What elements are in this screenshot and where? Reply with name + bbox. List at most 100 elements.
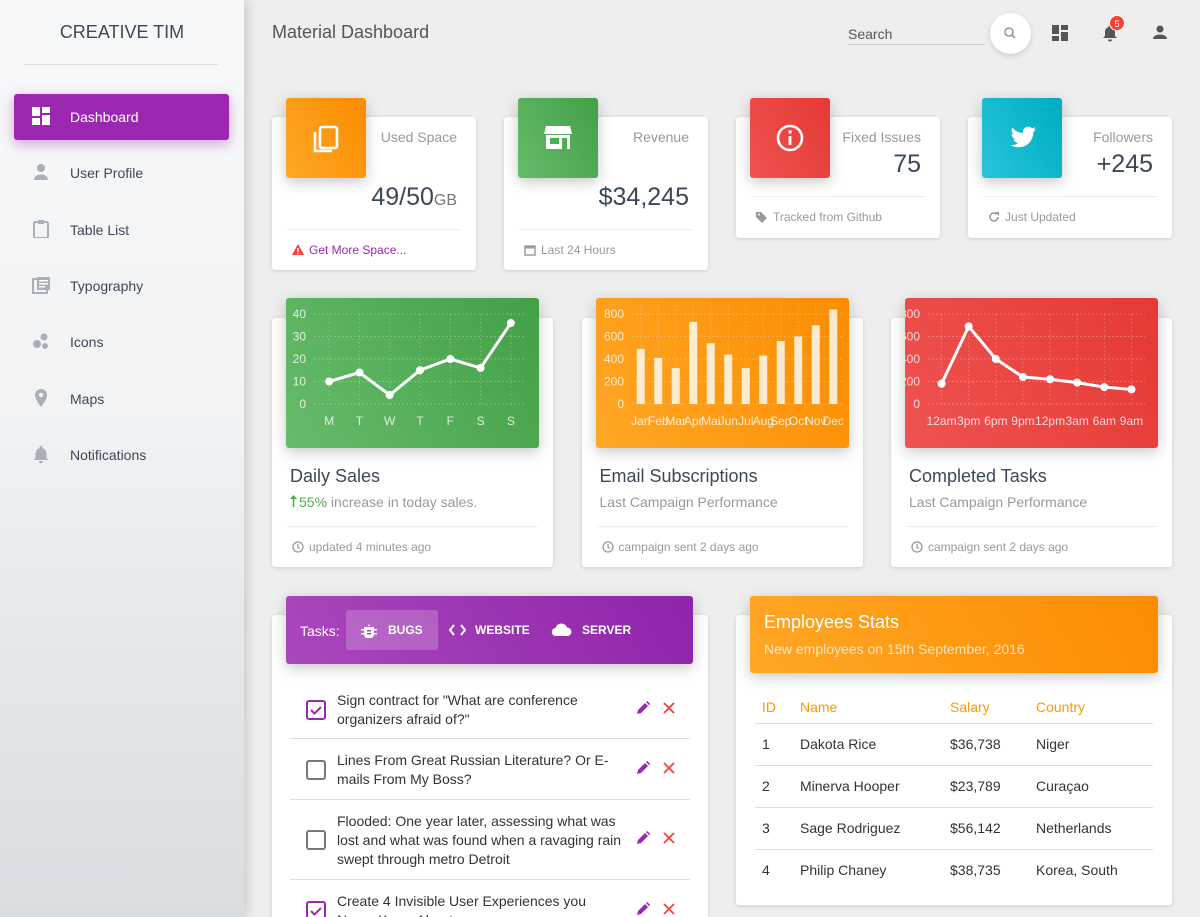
divider <box>24 64 218 65</box>
table-cell: Dakota Rice <box>793 723 943 766</box>
nav-label: Typography <box>70 277 144 294</box>
search-input[interactable]: Search <box>848 26 985 45</box>
point <box>964 322 973 331</box>
stat-footer: Last 24 Hours <box>524 243 616 257</box>
footer-text: updated 4 minutes ago <box>309 540 432 554</box>
task-text: Flooded: One year later, assessing what … <box>337 812 622 867</box>
bar <box>688 321 697 404</box>
stat-label: Fixed Issues <box>842 129 921 145</box>
table-cell: Philip Chaney <box>800 862 887 879</box>
table-cell: Niger <box>1029 723 1153 766</box>
y-tick-label: 600 <box>905 330 920 344</box>
dashboard-icon[interactable] <box>1052 25 1068 41</box>
nav-item[interactable]: Table List <box>14 207 229 253</box>
remove-button[interactable] <box>663 832 675 844</box>
point <box>416 366 424 375</box>
tab-icon <box>551 623 572 637</box>
table-cell: Minerva Hooper <box>793 765 943 808</box>
edit-button[interactable] <box>636 901 650 916</box>
x-tick-label: M <box>324 414 334 428</box>
nav-label: Table List <box>70 221 130 238</box>
point <box>476 364 485 372</box>
nav-item[interactable]: Maps <box>14 376 229 422</box>
search-button[interactable] <box>990 13 1031 54</box>
user-icon[interactable] <box>1153 25 1167 39</box>
stat-footer: Just Updated <box>988 210 1076 224</box>
edit-button[interactable] <box>636 760 650 775</box>
bar <box>741 368 750 404</box>
chart-title: Daily Sales <box>290 466 381 486</box>
column-header: Country <box>1029 697 1153 724</box>
footer-text[interactable]: Get More Space... <box>309 243 407 257</box>
nav-item[interactable]: Notifications <box>14 432 229 478</box>
divider <box>751 196 925 197</box>
nav-icon <box>33 219 49 238</box>
stat-icon <box>313 125 339 153</box>
divider <box>519 229 693 230</box>
chart-title: Email Subscriptions <box>599 466 758 486</box>
y-tick-label: 40 <box>293 307 307 321</box>
point <box>325 377 334 386</box>
chart-subtitle: Last Campaign Performance <box>909 494 1087 510</box>
bar <box>793 336 802 404</box>
point <box>1046 375 1055 384</box>
nav-item[interactable]: Dashboard <box>14 94 229 140</box>
remove-button[interactable] <box>663 701 675 714</box>
brand[interactable]: CREATIVE TIM <box>59 22 185 42</box>
checkbox[interactable] <box>306 699 326 720</box>
column-header: ID <box>755 697 793 724</box>
x-tick-label: Feb <box>647 414 668 428</box>
stat-value-text: 75 <box>893 150 921 178</box>
footer-icon <box>756 212 767 223</box>
header-row: ID Name Salary Country <box>755 697 1153 724</box>
tab[interactable]: BUGS <box>346 610 438 650</box>
nav-icon <box>34 164 48 181</box>
x-tick-label: Jan <box>631 414 650 428</box>
nav-icon <box>33 445 49 463</box>
employees-header: Employees Stats New employees on 15th Sep… <box>750 596 1158 673</box>
checkbox[interactable] <box>306 830 326 850</box>
column-header: Name <box>793 697 943 724</box>
remove-button[interactable] <box>663 902 675 915</box>
check-mark <box>310 906 322 916</box>
x-tick-label: 3pm <box>957 414 980 428</box>
checkbox[interactable] <box>306 900 326 917</box>
point <box>355 368 364 377</box>
divider <box>287 229 461 230</box>
x-tick-label: 12pm <box>1035 414 1065 428</box>
footer-text: campaign sent 2 days ago <box>928 540 1069 554</box>
remove-button[interactable] <box>663 761 675 774</box>
y-tick-label: 800 <box>905 307 920 321</box>
task-text: Lines From Great Russian Literature? Or … <box>337 751 609 787</box>
nav-item[interactable]: Typography <box>14 263 229 309</box>
tab[interactable]: WEBSITE <box>433 610 545 650</box>
tab-label: SERVER <box>582 623 632 637</box>
footer-text: campaign sent 2 days ago <box>618 540 759 554</box>
card-subtitle: New employees on 15th September, 2016 <box>764 641 1025 657</box>
edit-button[interactable] <box>636 700 650 715</box>
y-tick-label: 800 <box>603 307 623 321</box>
nav-item[interactable]: User Profile <box>14 150 229 196</box>
tab[interactable]: SERVER <box>536 610 646 650</box>
table-cell: 3 <box>755 807 793 850</box>
chart-header: 0 200 400 600 800 Jan Feb Mar Apr Mai Jun Jul Aug Sep… <box>595 298 849 448</box>
x-tick-label: Apr <box>683 414 702 428</box>
footer-icon <box>292 244 304 255</box>
edit-button[interactable] <box>636 831 650 845</box>
footer-text: Tracked from Github <box>773 210 882 224</box>
nav-item[interactable]: Icons <box>14 319 229 365</box>
stat-icon-box <box>286 98 366 178</box>
x-tick-label: Jun <box>718 414 737 428</box>
y-tick-label: 30 <box>293 330 307 344</box>
chart-header: 0 10 20 30 40 M T W T F S S <box>286 298 539 448</box>
y-tick-label: 0 <box>617 397 624 411</box>
nav-label: Icons <box>70 334 104 351</box>
chart-footer: campaign sent 2 days ago <box>601 540 759 554</box>
x-tick-label: S <box>477 414 485 428</box>
x-tick-label: Nov <box>805 414 826 428</box>
stat-label: Revenue <box>632 129 689 145</box>
point <box>1073 378 1082 387</box>
checkbox[interactable] <box>306 759 326 780</box>
nav-icon <box>33 333 48 350</box>
